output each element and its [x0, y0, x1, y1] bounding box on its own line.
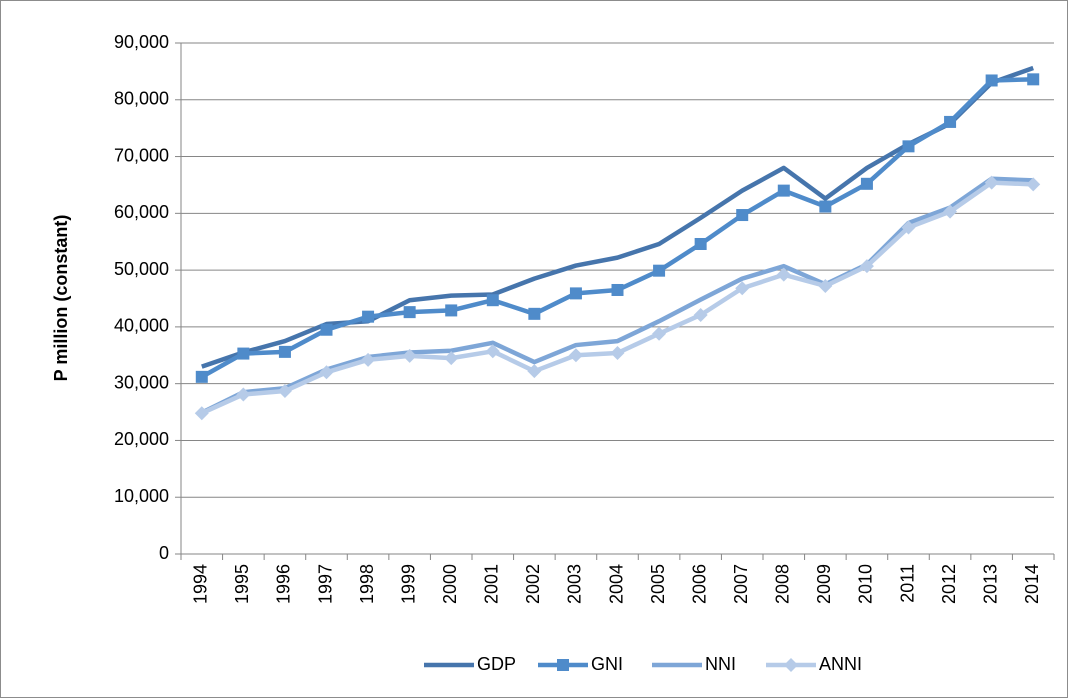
data-point	[444, 351, 459, 366]
y-tick-label: 30,000	[114, 372, 169, 392]
data-point	[485, 344, 500, 359]
data-point	[653, 264, 666, 277]
y-axis-label: P million (constant)	[51, 215, 71, 382]
data-point	[568, 348, 583, 363]
data-point	[319, 365, 334, 380]
x-tick-label: 2004	[606, 564, 626, 604]
data-point	[278, 345, 291, 358]
data-point	[776, 267, 791, 282]
data-point	[818, 279, 833, 294]
data-point	[944, 115, 957, 128]
x-tick-label: 2006	[689, 564, 709, 604]
x-tick-label: 2000	[440, 564, 460, 604]
data-point	[362, 310, 375, 323]
x-tick-label: 1998	[357, 564, 377, 604]
x-tick-label: 2010	[856, 564, 876, 604]
data-point	[237, 347, 250, 360]
y-tick-label: 90,000	[114, 32, 169, 52]
data-point	[194, 406, 209, 421]
y-tick-label: 10,000	[114, 486, 169, 506]
x-tick-label: 2014	[1022, 564, 1042, 604]
legend-label: ANNI	[819, 654, 862, 674]
x-tick-label: 1999	[398, 564, 418, 604]
x-tick-label: 2011	[897, 564, 917, 603]
x-tick-label: 1995	[232, 564, 252, 604]
data-point	[735, 281, 750, 296]
data-point	[528, 307, 541, 320]
data-point	[610, 346, 625, 361]
data-point	[1027, 73, 1040, 86]
data-point	[860, 177, 873, 190]
data-point	[901, 220, 916, 235]
y-tick-label: 20,000	[114, 429, 169, 449]
data-point	[402, 348, 417, 363]
x-tick-label: 1996	[274, 564, 294, 604]
data-point	[569, 287, 582, 300]
y-tick-label: 40,000	[114, 316, 169, 336]
x-tick-label: 2003	[565, 564, 585, 604]
data-point	[943, 204, 958, 219]
x-tick-label: 2002	[523, 564, 543, 604]
data-point	[195, 370, 208, 383]
legend-label: NNI	[705, 654, 736, 674]
data-point	[694, 237, 707, 250]
y-tick-label: 50,000	[114, 259, 169, 279]
data-point	[236, 387, 251, 402]
data-point	[611, 283, 624, 296]
x-tick-label: 2001	[482, 564, 502, 604]
data-point	[361, 352, 376, 367]
x-tick-label: 2008	[773, 564, 793, 604]
data-point	[985, 74, 998, 87]
y-tick-label: 80,000	[114, 89, 169, 109]
x-tick-label: 1997	[315, 564, 335, 604]
data-point	[777, 184, 790, 197]
data-point	[693, 307, 708, 322]
data-point	[902, 140, 915, 153]
series-line	[200, 176, 1034, 415]
data-point	[819, 200, 832, 213]
x-tick-label: 2013	[980, 564, 1000, 604]
data-point	[445, 304, 458, 317]
data-point	[403, 306, 416, 319]
legend-label: GDP	[477, 654, 516, 674]
y-tick-label: 70,000	[114, 145, 169, 165]
data-point	[277, 384, 292, 399]
x-tick-label: 2007	[731, 564, 751, 604]
data-point	[736, 209, 749, 222]
data-point	[486, 294, 499, 307]
x-tick-label: 2009	[814, 564, 834, 604]
legend-marker	[784, 658, 798, 672]
data-point	[320, 323, 333, 336]
data-point	[1026, 177, 1041, 192]
data-point	[859, 259, 874, 274]
x-tick-label: 2012	[939, 564, 959, 604]
x-tick-label: 1994	[191, 564, 211, 604]
data-point	[652, 326, 667, 341]
legend-marker	[557, 659, 569, 671]
data-point	[984, 175, 999, 190]
legend-label: GNI	[591, 654, 623, 674]
y-tick-label: 60,000	[114, 202, 169, 222]
x-tick-label: 2005	[648, 564, 668, 604]
data-point	[527, 364, 542, 379]
y-tick-label: 0	[159, 543, 169, 563]
